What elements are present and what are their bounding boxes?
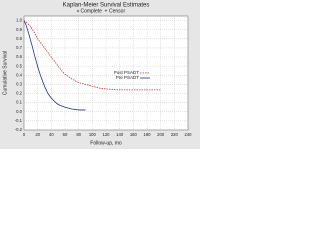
y-tick-label: 0.8 — [16, 36, 22, 41]
y-tick-label: 1.0 — [16, 18, 22, 23]
survival-line — [23, 20, 161, 91]
y-tick-label: 0.4 — [16, 72, 22, 77]
x-tick-label: 200 — [157, 132, 165, 137]
x-tick-label: 120 — [103, 132, 111, 137]
legend-label: Post PSADT — [114, 70, 140, 75]
x-tick-label: 160 — [130, 132, 138, 137]
y-tick-label: 0.3 — [16, 82, 22, 87]
survival-line — [23, 20, 86, 111]
y-tick-label: 0.2 — [16, 91, 22, 96]
x-tick-label: 140 — [116, 132, 124, 137]
y-tick-label: 0.7 — [16, 45, 22, 50]
y-tick-label: 0.1 — [16, 100, 22, 105]
x-axis-label: Follow-up, mo — [90, 140, 122, 146]
y-tick-label: -0.1 — [15, 118, 23, 123]
y-tick-label: 0.0 — [16, 109, 22, 114]
legend-marker — [76, 9, 80, 13]
legend-label: Pre PSADT — [116, 75, 140, 80]
page: {"chart_data": {"type": "line", "title":… — [0, 0, 200, 149]
legend-marker: + — [105, 8, 108, 14]
y-axis-label: Cumulative Survival — [2, 51, 8, 95]
x-tick-label: 20 — [35, 132, 40, 137]
legend-label: Complete — [81, 8, 103, 14]
y-tick-label: 0.5 — [16, 63, 22, 68]
chart: Kaplan-Meier Survival Estimates Complete… — [0, 0, 200, 149]
x-tick-label: 180 — [144, 132, 152, 137]
y-tick-label: -0.2 — [15, 127, 23, 132]
chart-title: Kaplan-Meier Survival Estimates — [63, 3, 150, 9]
x-tick-label: 220 — [171, 132, 179, 137]
x-tick-label: 60 — [63, 132, 68, 137]
x-tick-label: 100 — [89, 132, 97, 137]
legend-label: Censor — [109, 8, 125, 14]
x-tick-label: 0 — [23, 132, 26, 137]
y-tick-label: 0.9 — [16, 27, 22, 32]
x-tick-label: 40 — [49, 132, 54, 137]
x-tick-label: 240 — [185, 132, 193, 137]
y-tick-label: 0.6 — [16, 54, 22, 59]
x-tick-label: 80 — [76, 132, 81, 137]
